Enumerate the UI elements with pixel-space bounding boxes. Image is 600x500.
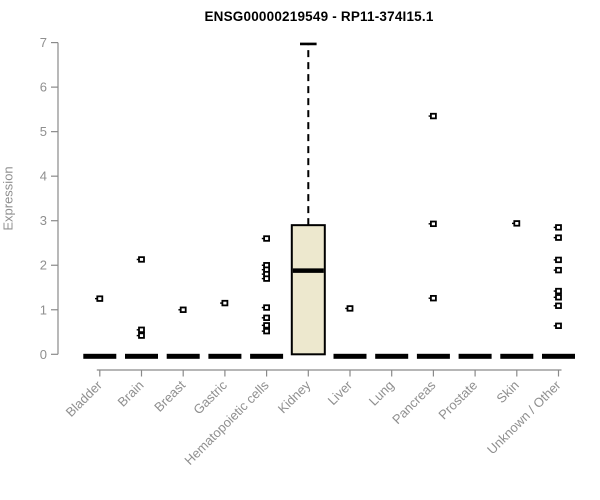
y-tick-label: 5 [40, 124, 47, 139]
outlier-point [555, 266, 562, 274]
x-category-label: Breast [151, 377, 188, 414]
outlier-point [555, 224, 562, 231]
x-category-label: Skin [493, 378, 521, 406]
x-category-label: Prostate [435, 378, 480, 423]
y-tick-label: 4 [40, 169, 47, 184]
zero-median-bar [83, 353, 117, 359]
x-category-label: Kidney [275, 377, 314, 416]
y-tick-label: 0 [40, 347, 47, 362]
zero-median-bar [375, 353, 409, 359]
zero-median-bar [542, 353, 575, 359]
outlier-point [346, 305, 354, 312]
zero-median-bar [416, 353, 450, 359]
outlier-point [138, 332, 145, 339]
y-tick-label: 7 [40, 35, 47, 50]
outlier-point [96, 295, 104, 302]
y-tick-label: 3 [40, 213, 47, 228]
outlier-point [555, 256, 562, 264]
outlier-point [179, 306, 187, 313]
zero-median-bar [166, 353, 200, 359]
outlier-point [263, 235, 271, 242]
outlier-point [429, 220, 437, 228]
outlier-point [429, 112, 437, 120]
zero-median-bar [333, 353, 367, 359]
outlier-point [555, 302, 562, 309]
zero-median-bar [125, 353, 158, 359]
outlier-point [263, 322, 271, 329]
box-body [290, 224, 326, 356]
zero-median-bar [208, 353, 242, 359]
outlier-point [513, 220, 521, 227]
x-category-label: Brain [115, 378, 147, 410]
outlier-point [138, 326, 145, 334]
y-tick-label: 1 [40, 302, 47, 317]
y-tick-label: 6 [40, 80, 47, 95]
outlier-point [429, 294, 437, 302]
x-category-label: Liver [325, 377, 356, 408]
outlier-point [263, 327, 271, 335]
outlier-point [221, 299, 229, 307]
outlier-point [263, 314, 271, 321]
x-category-label: Bladder [63, 377, 106, 420]
zero-median-bar [500, 353, 534, 359]
outlier-point [555, 322, 562, 330]
x-category-label: Lung [366, 378, 397, 409]
outlier-point [555, 294, 562, 301]
outlier-point [138, 256, 145, 263]
x-category-label: Unknown / Other [484, 377, 564, 457]
outlier-point [263, 275, 271, 282]
chart-title: ENSG00000219549 - RP11-374I15.1 [204, 9, 434, 24]
outlier-point [263, 304, 271, 311]
zero-median-bar [250, 353, 284, 359]
zero-median-bar [458, 353, 492, 359]
outlier-point [555, 287, 562, 295]
x-category-label: Pancreas [389, 377, 439, 427]
y-tick-label: 2 [40, 258, 47, 273]
outlier-point [555, 234, 562, 241]
x-category-label: Gastric [190, 377, 230, 417]
